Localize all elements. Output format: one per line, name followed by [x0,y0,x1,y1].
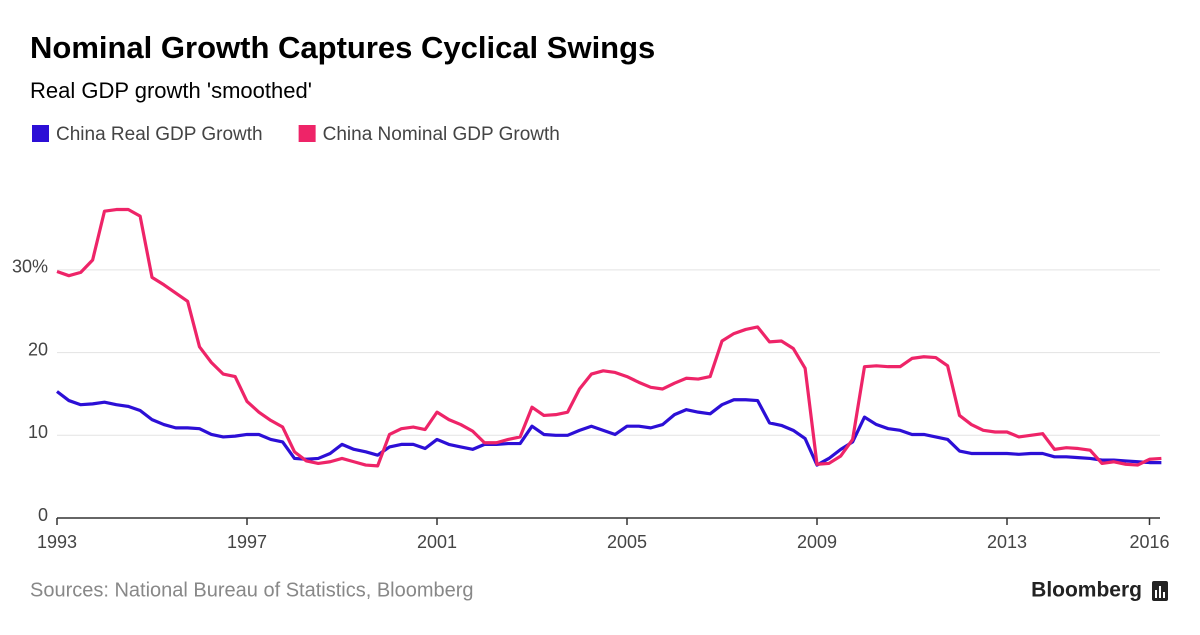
x-tick-label: 2009 [797,532,837,552]
y-tick-label: 10 [28,422,48,442]
chart-subtitle: Real GDP growth 'smoothed' [30,78,312,103]
legend-swatch [298,125,316,142]
x-tick-label: 2016 [1129,532,1169,552]
chart-title: Nominal Growth Captures Cyclical Swings [30,30,655,65]
data-line [56,390,1162,467]
legend-label: China Real GDP Growth [56,124,263,145]
x-tick-label: 2013 [987,532,1027,552]
source-note: Sources: National Bureau of Statistics, … [30,579,474,601]
legend-label: China Nominal GDP Growth [323,124,560,145]
x-tick-label: 2001 [417,532,457,552]
y-tick-label: 20 [28,339,48,359]
x-tick-label: 2005 [607,532,647,552]
data-line [56,207,1162,468]
y-tick-label: 0 [38,505,48,525]
x-tick-label: 1997 [227,532,267,552]
legend-swatch [32,125,49,142]
brand-logo: Bloomberg [1031,579,1142,602]
brand-icon [1152,581,1168,601]
y-tick-label: 30% [12,257,48,277]
x-tick-label: 1993 [37,532,77,552]
